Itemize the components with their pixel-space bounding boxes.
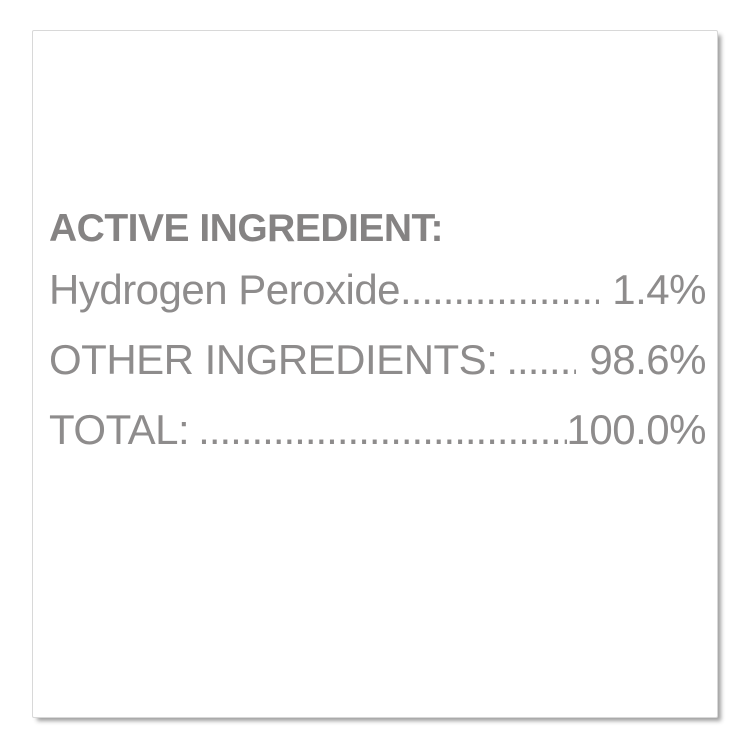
ingredient-row-hydrogen-peroxide: Hydrogen Peroxide ......................… <box>49 266 706 336</box>
ingredient-percentage: 100.0% <box>566 406 707 453</box>
ingredients-label-card: ACTIVE INGREDIENT: Hydrogen Peroxide ...… <box>32 30 718 718</box>
ingredient-percentage: 98.6% <box>589 336 706 383</box>
ingredients-block: ACTIVE INGREDIENT: Hydrogen Peroxide ...… <box>49 207 707 476</box>
ingredient-row-total: TOTAL: .................................… <box>49 406 707 476</box>
ingredient-name: OTHER INGREDIENTS: <box>49 336 498 383</box>
ingredient-name: TOTAL: <box>49 406 190 453</box>
dot-leader: ........................................… <box>400 266 599 313</box>
dot-leader: ........................................… <box>506 336 576 383</box>
ingredient-name: Hydrogen Peroxide <box>49 266 401 313</box>
ingredient-row-other-ingredients: OTHER INGREDIENTS: .....................… <box>49 336 706 406</box>
active-ingredient-heading: ACTIVE INGREDIENT: <box>49 207 444 250</box>
ingredient-percentage: 1.4% <box>612 266 706 313</box>
dot-leader: ........................................… <box>198 406 566 453</box>
